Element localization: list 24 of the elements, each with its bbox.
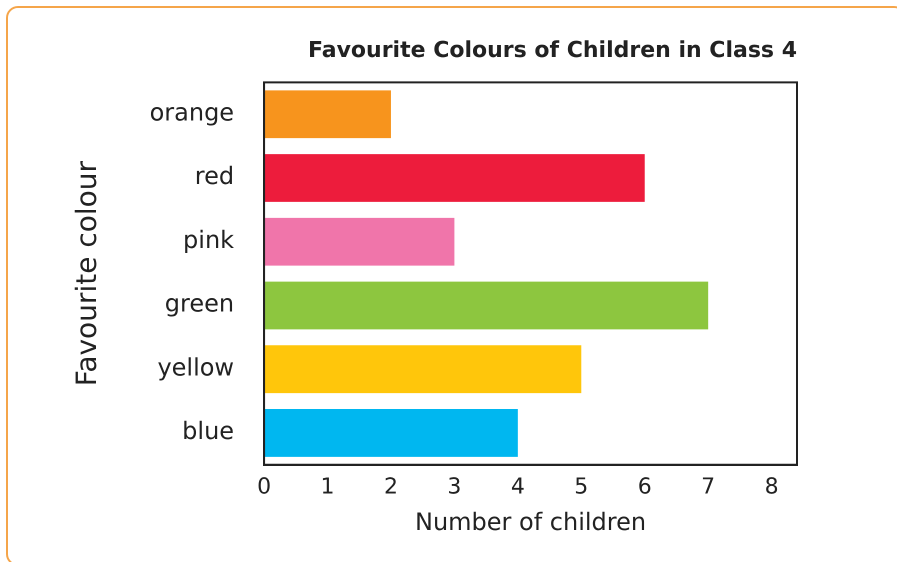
bar <box>264 345 582 394</box>
x-tick-label: 1 <box>320 474 335 500</box>
x-tick-label: 0 <box>257 474 272 500</box>
bar <box>264 154 645 202</box>
y-tick-label: pink <box>183 226 234 254</box>
x-tick-label: 6 <box>638 474 652 500</box>
bar <box>264 218 454 266</box>
x-tick-label: 8 <box>764 474 779 500</box>
x-tick-label: 2 <box>384 474 398 500</box>
bar <box>264 409 518 457</box>
y-tick-label: red <box>194 162 234 190</box>
chart-title: Favourite Colours of Children in Class 4 <box>308 38 797 63</box>
y-axis-title: Favourite colour <box>70 160 104 386</box>
y-tick-label: blue <box>182 417 234 446</box>
x-tick-label: 5 <box>574 474 588 500</box>
bar <box>264 282 708 330</box>
y-tick-label: orange <box>150 98 234 126</box>
y-tick-label: green <box>164 290 234 318</box>
x-tick-label: 3 <box>447 474 462 500</box>
bar <box>264 90 391 138</box>
y-tick-label: yellow <box>157 353 234 382</box>
x-tick-label: 7 <box>701 474 716 500</box>
x-axis-title: Number of children <box>414 508 646 536</box>
x-tick-label: 4 <box>510 474 525 500</box>
